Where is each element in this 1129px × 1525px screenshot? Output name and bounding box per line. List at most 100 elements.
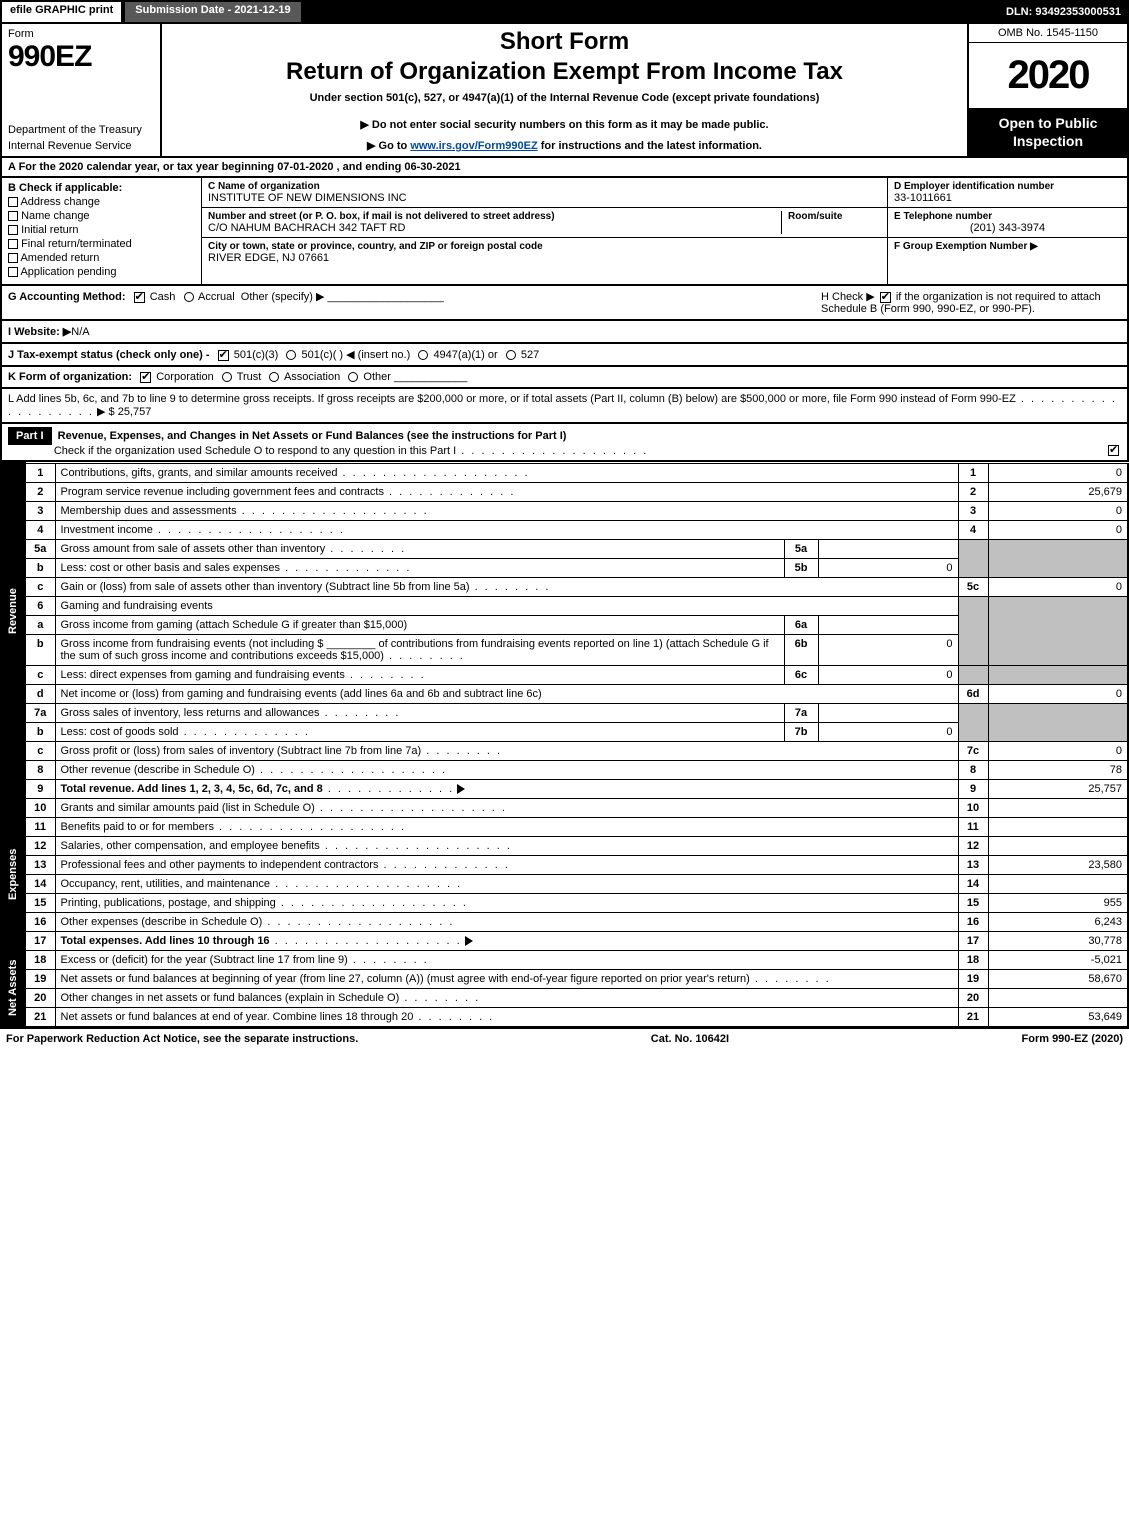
chk-accrual[interactable] (184, 292, 194, 302)
section-net-assets: Net Assets (1, 950, 25, 1026)
c-label: C Name of organization (208, 181, 881, 192)
footer-mid: Cat. No. 10642I (651, 1033, 729, 1045)
chk-h[interactable] (880, 292, 891, 303)
chk-address-change[interactable]: Address change (8, 196, 195, 208)
chk-trust[interactable] (222, 372, 232, 382)
return-title: Return of Organization Exempt From Incom… (172, 58, 957, 86)
chk-initial-return[interactable]: Initial return (8, 224, 195, 236)
submission-date-button[interactable]: Submission Date - 2021-12-19 (123, 0, 302, 24)
chk-part1-schedO[interactable] (1108, 445, 1119, 456)
dept-treasury: Department of the Treasury (2, 120, 160, 140)
dln-label: DLN: 93492353000531 (998, 6, 1129, 18)
form-header: Form 990EZ Department of the Treasury In… (0, 24, 1129, 158)
part1-checkline: Check if the organization used Schedule … (54, 445, 456, 457)
telephone: (201) 343-3974 (894, 222, 1121, 234)
chk-527[interactable] (506, 350, 516, 360)
ln7c-amt: 0 (988, 741, 1128, 760)
ln6b-sv: 0 (818, 634, 958, 665)
form-number: 990EZ (2, 40, 160, 80)
ln3-amt: 0 (988, 501, 1128, 520)
chk-name-change[interactable]: Name change (8, 210, 195, 222)
under-section: Under section 501(c), 527, or 4947(a)(1)… (172, 92, 957, 104)
entity-block: B Check if applicable: Address change Na… (0, 178, 1129, 286)
ln8-amt: 78 (988, 760, 1128, 779)
row-g-h: G Accounting Method: Cash Accrual Other … (0, 286, 1129, 321)
ln7b-sv: 0 (818, 722, 958, 741)
ln20-amt (988, 988, 1128, 1007)
chk-501c[interactable] (286, 350, 296, 360)
goto-link[interactable]: www.irs.gov/Form990EZ (410, 140, 537, 152)
ln6-desc: Gaming and fundraising events (55, 596, 958, 615)
efile-print-button[interactable]: efile GRAPHIC print (0, 0, 123, 24)
ln14-amt (988, 874, 1128, 893)
ln9-amt: 25,757 (988, 779, 1128, 798)
ln10-amt (988, 798, 1128, 817)
footer-right: Form 990-EZ (2020) (1022, 1033, 1124, 1045)
row-i: I Website: ▶N/A (0, 321, 1129, 344)
header-mid: Short Form Return of Organization Exempt… (162, 24, 967, 156)
ln15-desc: Printing, publications, postage, and shi… (61, 897, 276, 909)
part1-table: Revenue 1 Contributions, gifts, grants, … (0, 462, 1129, 1027)
header-left: Form 990EZ Department of the Treasury In… (2, 24, 162, 156)
ln7b-desc: Less: cost of goods sold (61, 726, 179, 738)
ln7a-sv (818, 703, 958, 722)
short-form-title: Short Form (172, 28, 957, 56)
form-word: Form (2, 24, 160, 40)
ln5b-sv: 0 (818, 558, 958, 577)
ln4-desc: Investment income (61, 524, 153, 536)
ln4-amt: 0 (988, 520, 1128, 539)
ln6c-desc: Less: direct expenses from gaming and fu… (61, 669, 345, 681)
ln13-desc: Professional fees and other payments to … (61, 859, 379, 871)
chk-501c3[interactable] (218, 350, 229, 361)
section-b: B Check if applicable: Address change Na… (2, 178, 202, 284)
chk-4947[interactable] (418, 350, 428, 360)
j-label: J Tax-exempt status (check only one) - (8, 349, 210, 361)
i-label: I Website: ▶ (8, 326, 71, 338)
ln2-desc: Program service revenue including govern… (61, 486, 384, 498)
do-not-enter: ▶ Do not enter social security numbers o… (172, 118, 957, 131)
chk-final-return[interactable]: Final return/terminated (8, 238, 195, 250)
ln5c-amt: 0 (988, 577, 1128, 596)
line-a: A For the 2020 calendar year, or tax yea… (0, 158, 1129, 178)
ln5a-desc: Gross amount from sale of assets other t… (61, 543, 326, 555)
ln20-desc: Other changes in net assets or fund bala… (61, 992, 400, 1004)
dept-irs: Internal Revenue Service (2, 140, 160, 156)
h-check: H Check ▶ if the organization is not req… (821, 290, 1121, 315)
l-text: L Add lines 5b, 6c, and 7b to line 9 to … (8, 393, 1016, 405)
ln7c-desc: Gross profit or (loss) from sales of inv… (61, 745, 422, 757)
website: N/A (71, 326, 89, 338)
ln5a-sv (818, 539, 958, 558)
g-label: G Accounting Method: (8, 291, 126, 303)
header-right: OMB No. 1545-1150 2020 Open to Public In… (967, 24, 1127, 156)
section-revenue: Revenue (1, 463, 25, 760)
l-amt: 25,757 (118, 406, 152, 418)
chk-application-pending[interactable]: Application pending (8, 266, 195, 278)
part1-title: Revenue, Expenses, and Changes in Net As… (58, 430, 567, 442)
ln6a-sv (818, 615, 958, 634)
goto-post: for instructions and the latest informat… (538, 140, 762, 152)
ln12-desc: Salaries, other compensation, and employ… (61, 840, 320, 852)
chk-cash[interactable] (134, 292, 145, 303)
ln1-rnum: 1 (958, 463, 988, 482)
ln13-amt: 23,580 (988, 855, 1128, 874)
city-state-zip: RIVER EDGE, NJ 07661 (208, 252, 881, 264)
f-label: F Group Exemption Number ▶ (894, 241, 1121, 252)
g-accounting: G Accounting Method: Cash Accrual Other … (8, 290, 444, 303)
chk-amended-return[interactable]: Amended return (8, 252, 195, 264)
b-label: B Check if applicable: (8, 182, 195, 194)
chk-other[interactable] (348, 372, 358, 382)
street-address: C/O NAHUM BACHRACH 342 TAFT RD (208, 222, 781, 234)
ln17-desc: Total expenses. Add lines 10 through 16 (61, 935, 270, 947)
ln6a-desc: Gross income from gaming (attach Schedul… (61, 619, 408, 631)
chk-corp[interactable] (140, 372, 151, 383)
ln3-desc: Membership dues and assessments (61, 505, 237, 517)
ln17-amt: 30,778 (988, 931, 1128, 950)
ln2-amt: 25,679 (988, 482, 1128, 501)
ln21-desc: Net assets or fund balances at end of ye… (61, 1011, 414, 1023)
ln19-amt: 58,670 (988, 969, 1128, 988)
efile-print-label: efile GRAPHIC print (10, 4, 113, 16)
ln16-amt: 6,243 (988, 912, 1128, 931)
chk-assoc[interactable] (269, 372, 279, 382)
ln16-desc: Other expenses (describe in Schedule O) (61, 916, 263, 928)
goto-pre: ▶ Go to (367, 140, 410, 152)
